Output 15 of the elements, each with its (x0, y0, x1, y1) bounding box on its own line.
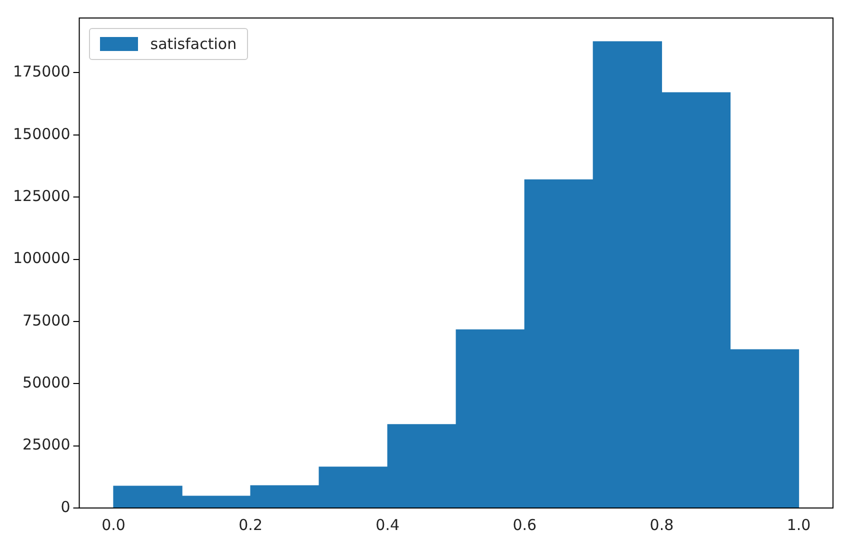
x-tick-label: 0.6 (512, 516, 537, 534)
legend-label: satisfaction (150, 35, 237, 53)
y-tick-label: 100000 (12, 249, 70, 268)
x-tick-label: 0.4 (376, 516, 400, 534)
x-tick-label: 0.0 (102, 516, 126, 534)
y-tick-label: 150000 (12, 124, 70, 143)
y-tick-label: 50000 (22, 374, 70, 392)
x-tick-label: 0.8 (650, 516, 674, 534)
y-tick-label: 75000 (22, 311, 70, 330)
y-tick-label: 0 (60, 498, 70, 516)
y-tick-label: 125000 (12, 186, 70, 205)
x-tick-label: 1.0 (786, 516, 811, 534)
y-tick-label: 175000 (12, 62, 70, 81)
y-tick-label: 25000 (22, 436, 70, 454)
x-tick-label: 0.2 (238, 516, 262, 534)
